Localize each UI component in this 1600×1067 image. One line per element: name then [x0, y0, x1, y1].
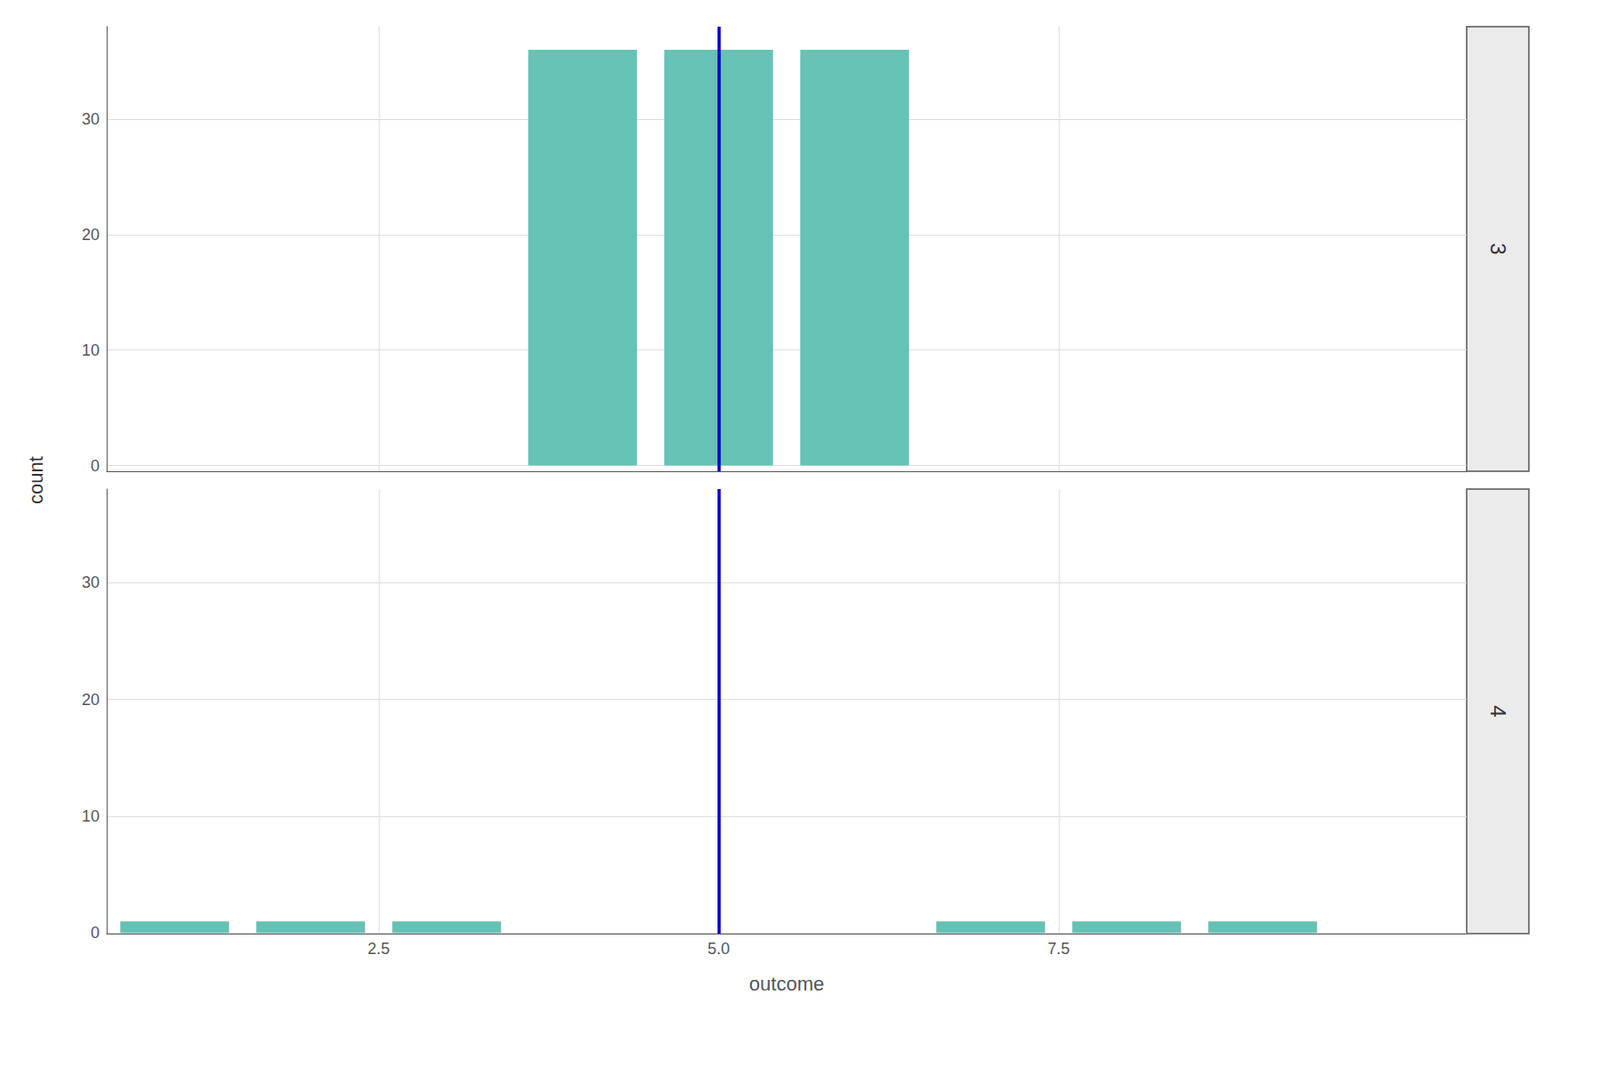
svg-text:count: count — [24, 456, 48, 504]
svg-text:outcome: outcome — [749, 972, 824, 995]
svg-text:4: 4 — [1486, 704, 1511, 717]
svg-text:10: 10 — [81, 341, 100, 360]
svg-text:0: 0 — [90, 923, 100, 942]
svg-text:10: 10 — [81, 807, 100, 825]
svg-text:7.5: 7.5 — [1047, 939, 1070, 958]
svg-text:20: 20 — [81, 690, 100, 709]
svg-text:0: 0 — [90, 456, 100, 475]
svg-text:30: 30 — [81, 110, 100, 128]
svg-text:5.0: 5.0 — [707, 939, 730, 958]
svg-text:2.5: 2.5 — [367, 939, 390, 958]
svg-text:30: 30 — [81, 573, 100, 592]
svg-text:3: 3 — [1486, 242, 1511, 255]
svg-text:20: 20 — [81, 225, 100, 244]
